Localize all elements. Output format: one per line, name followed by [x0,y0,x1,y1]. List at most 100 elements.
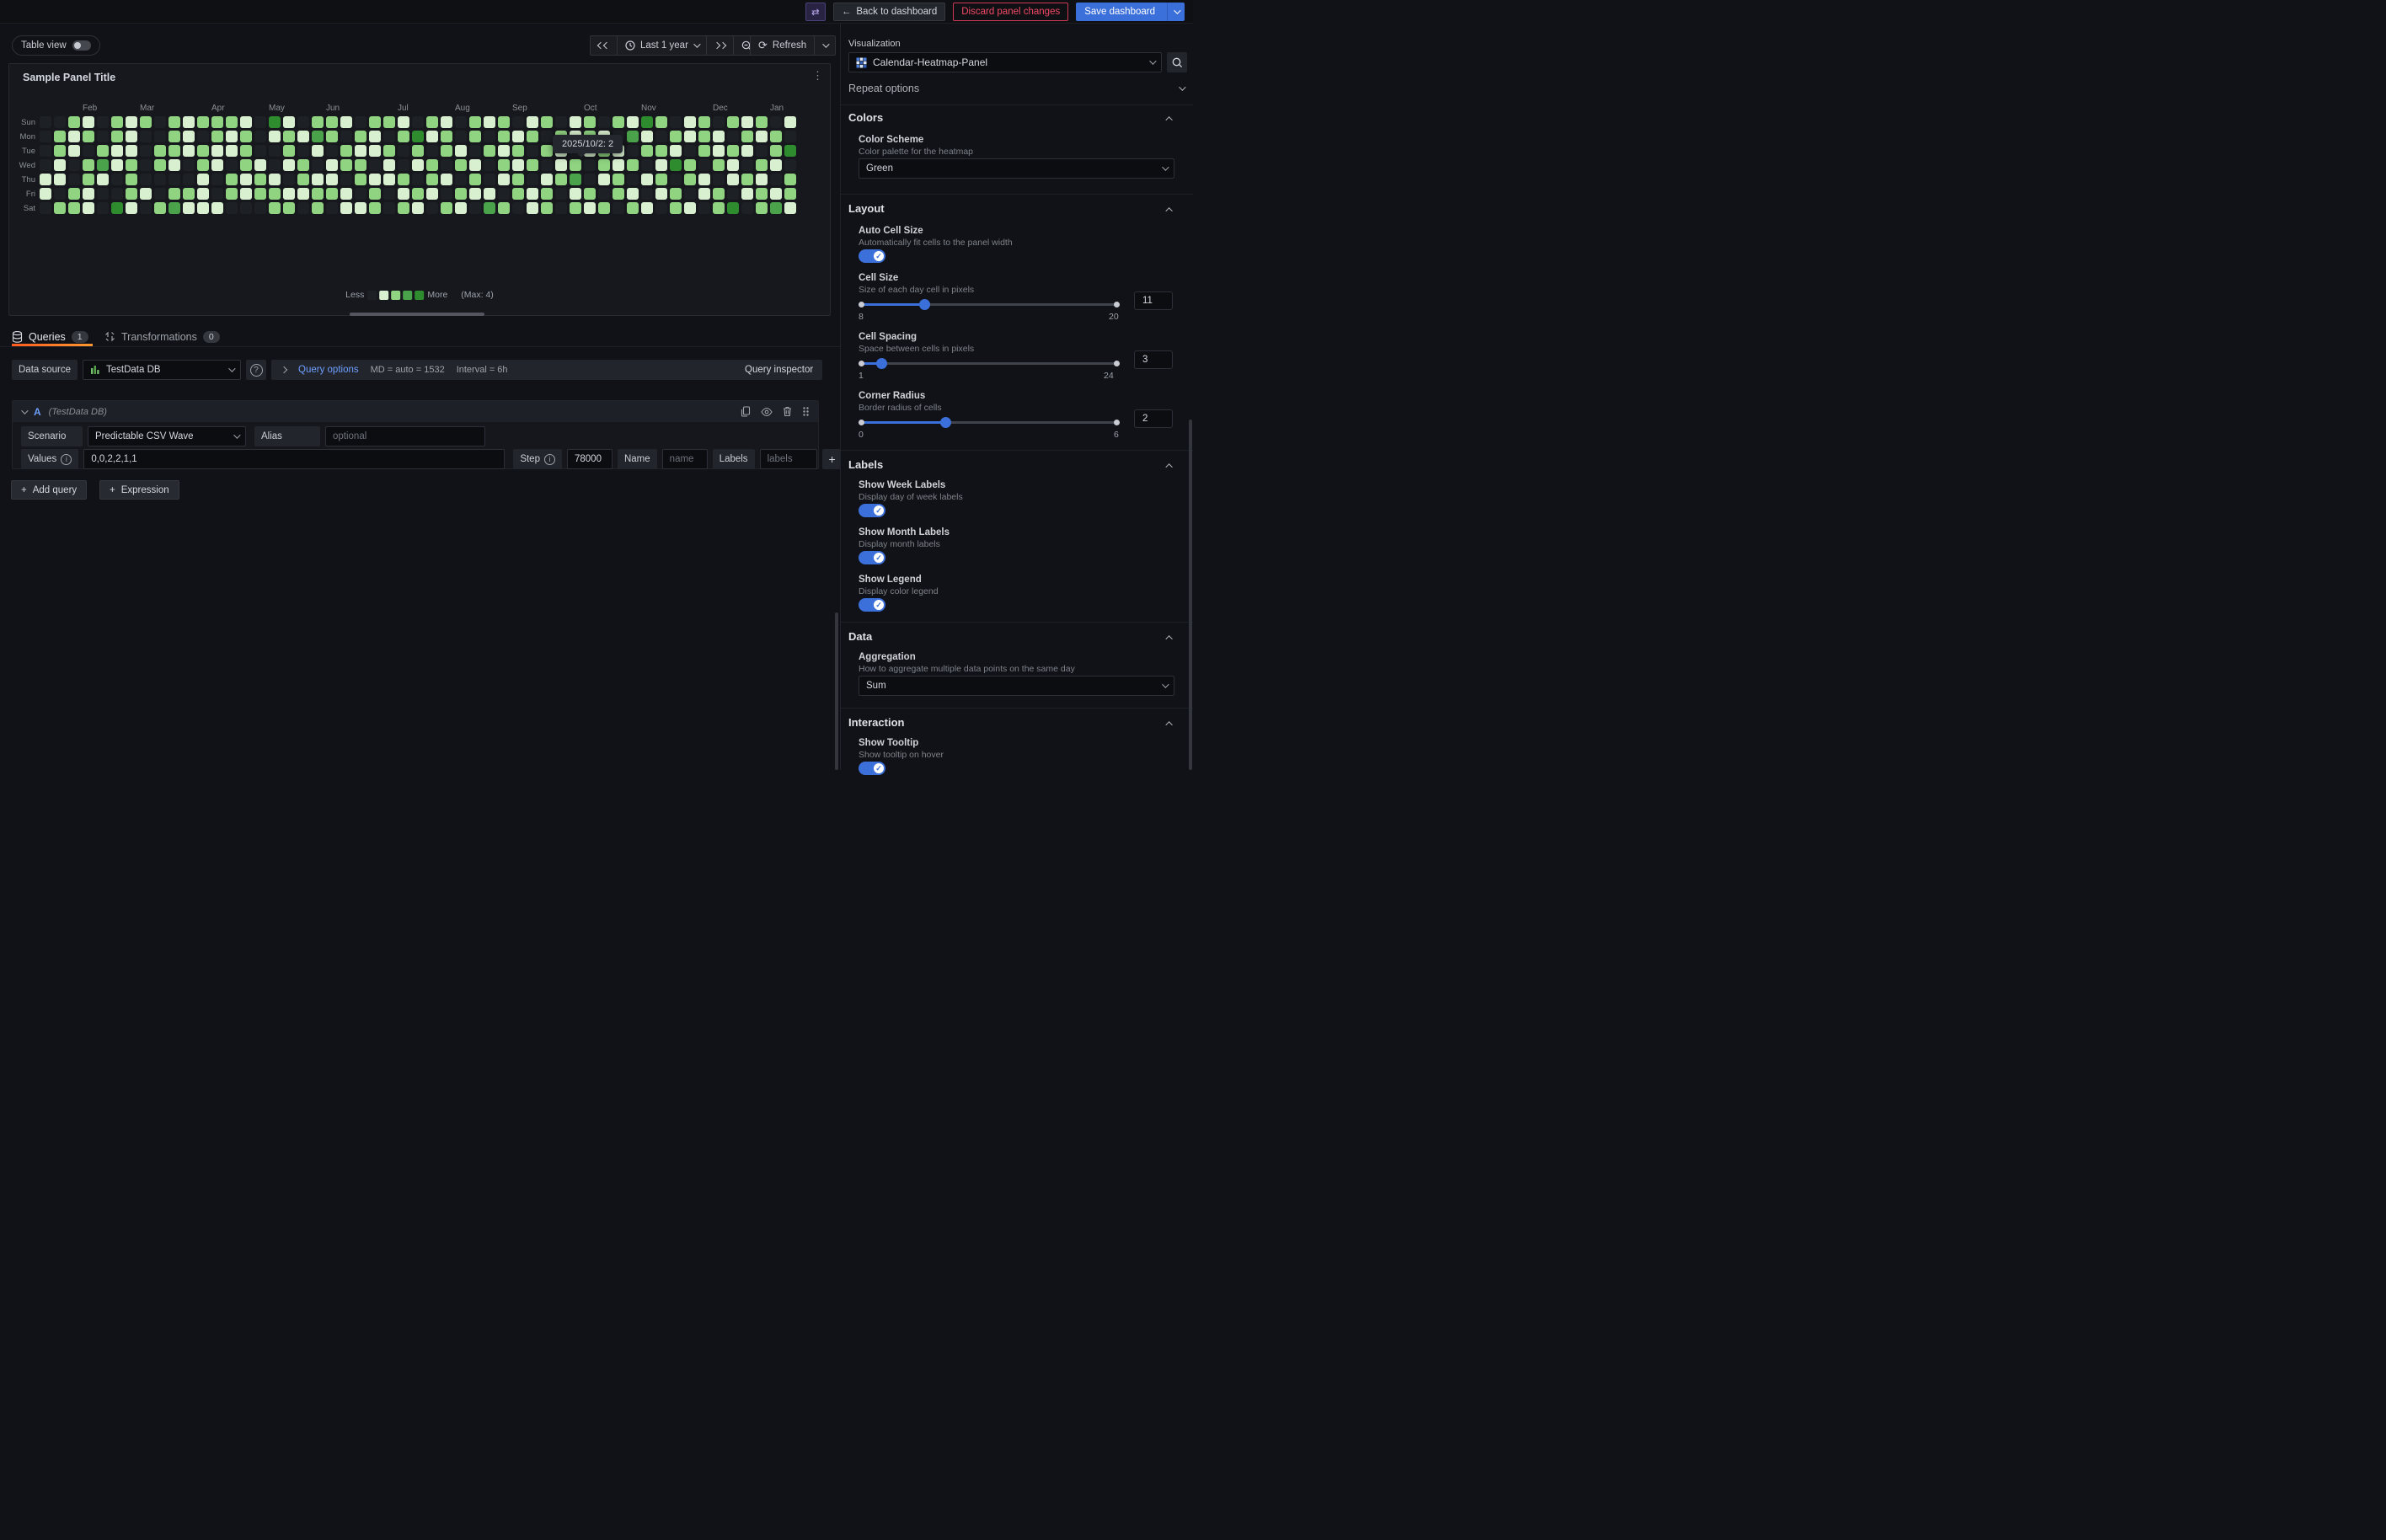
heatmap-cell[interactable] [641,202,653,214]
heatmap-cell[interactable] [254,202,266,214]
heatmap-cell[interactable] [698,174,710,185]
heatmap-cell[interactable] [484,116,495,128]
heatmap-cell[interactable] [426,159,438,171]
heatmap-cell[interactable] [455,159,467,171]
heatmap-cell[interactable] [254,145,266,157]
heatmap-cell[interactable] [226,174,238,185]
heatmap-cell[interactable] [469,131,481,142]
heatmap-cell[interactable] [369,145,381,157]
heatmap-cell[interactable] [598,159,610,171]
heatmap-cell[interactable] [655,145,667,157]
heatmap-cell[interactable] [426,174,438,185]
heatmap-cell[interactable] [527,159,538,171]
heatmap-cell[interactable] [484,174,495,185]
heatmap-cell[interactable] [598,174,610,185]
heatmap-cell[interactable] [312,145,324,157]
heatmap-cell[interactable] [598,188,610,200]
heatmap-cell[interactable] [211,145,223,157]
color-scheme-select[interactable]: Green [859,158,1174,179]
heatmap-cell[interactable] [283,131,295,142]
heatmap-cell[interactable] [698,159,710,171]
heatmap-cell[interactable] [83,202,94,214]
heatmap-cell[interactable] [770,174,782,185]
heatmap-cell[interactable] [169,116,180,128]
heatmap-cell[interactable] [68,116,80,128]
heatmap-cell[interactable] [713,131,725,142]
aggregation-select[interactable]: Sum [859,676,1174,696]
heatmap-cell[interactable] [226,131,238,142]
heatmap-cell[interactable] [169,202,180,214]
heatmap-cell[interactable] [183,188,195,200]
heatmap-cell[interactable] [469,116,481,128]
main-scrollbar-thumb[interactable] [835,612,838,770]
heatmap-cell[interactable] [340,174,352,185]
heatmap-cell[interactable] [111,145,123,157]
heatmap-cell[interactable] [297,174,309,185]
swap-panel-icon-button[interactable]: ⇄ [805,3,826,21]
heatmap-cell[interactable] [655,188,667,200]
section-interaction-heading[interactable]: Interaction [848,716,905,729]
heatmap-cell[interactable] [355,159,366,171]
heatmap-cell[interactable] [713,116,725,128]
heatmap-cell[interactable] [140,202,152,214]
heatmap-cell[interactable] [326,145,338,157]
heatmap-cell[interactable] [97,131,109,142]
heatmap-cell[interactable] [111,159,123,171]
heatmap-cell[interactable] [398,202,409,214]
heatmap-cell[interactable] [126,188,137,200]
heatmap-cell[interactable] [541,116,553,128]
heatmap-cell[interactable] [455,131,467,142]
heatmap-cell[interactable] [211,159,223,171]
heatmap-cell[interactable] [555,202,567,214]
heatmap-cell[interactable] [756,174,768,185]
heatmap-cell[interactable] [383,131,395,142]
heatmap-cell[interactable] [226,159,238,171]
heatmap-cell[interactable] [97,174,109,185]
heatmap-cell[interactable] [684,174,696,185]
save-dashboard-dropdown[interactable] [1167,3,1184,21]
heatmap-cell[interactable] [555,174,567,185]
heatmap-cell[interactable] [756,188,768,200]
heatmap-cell[interactable] [154,145,166,157]
heatmap-cell[interactable] [670,202,682,214]
heatmap-cell[interactable] [412,202,424,214]
heatmap-cell[interactable] [97,202,109,214]
tab-transformations[interactable]: Transformations 0 [104,327,220,346]
add-field-button[interactable]: + [821,449,843,469]
heatmap-cell[interactable] [498,202,510,214]
heatmap-cell[interactable] [527,188,538,200]
heatmap-cell[interactable] [770,159,782,171]
heatmap-cell[interactable] [484,159,495,171]
heatmap-cell[interactable] [383,145,395,157]
heatmap-cell[interactable] [770,202,782,214]
heatmap-cell[interactable] [197,116,209,128]
heatmap-cell[interactable] [627,202,639,214]
heatmap-cell[interactable] [111,131,123,142]
section-layout-heading[interactable]: Layout [848,202,885,215]
heatmap-cell[interactable] [240,174,252,185]
heatmap-cell[interactable] [484,145,495,157]
heatmap-cell[interactable] [756,159,768,171]
heatmap-cell[interactable] [140,174,152,185]
heatmap-cell[interactable] [412,131,424,142]
heatmap-cell[interactable] [240,116,252,128]
heatmap-cell[interactable] [756,145,768,157]
heatmap-cell[interactable] [240,131,252,142]
panel-scrollbar[interactable] [350,313,484,316]
heatmap-cell[interactable] [83,145,94,157]
heatmap-cell[interactable] [369,116,381,128]
show-legend-toggle[interactable]: ✓ [859,598,885,612]
heatmap-cell[interactable] [670,188,682,200]
heatmap-cell[interactable] [498,159,510,171]
heatmap-cell[interactable] [770,145,782,157]
heatmap-cell[interactable] [698,188,710,200]
heatmap-cell[interactable] [40,202,51,214]
heatmap-cell[interactable] [655,159,667,171]
heatmap-cell[interactable] [584,174,596,185]
heatmap-cell[interactable] [784,202,796,214]
heatmap-cell[interactable] [412,116,424,128]
heatmap-cell[interactable] [183,174,195,185]
heatmap-cell[interactable] [297,202,309,214]
heatmap-cell[interactable] [40,159,51,171]
values-input[interactable] [83,449,506,469]
